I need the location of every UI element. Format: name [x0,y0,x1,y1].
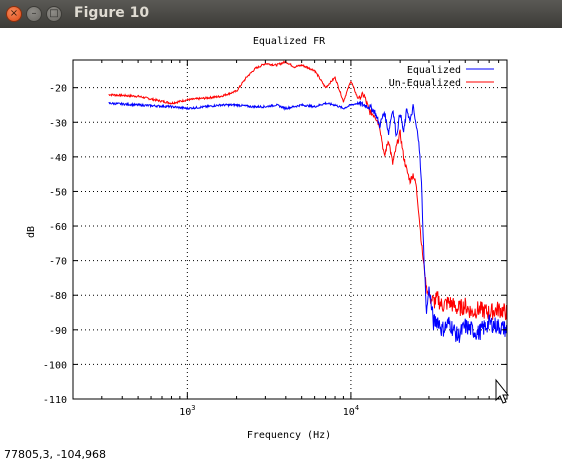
y-tick-label: -60 [49,222,67,233]
window-titlebar: × – □ Figure 10 [0,0,562,29]
y-tick-label: -20 [49,84,67,95]
x-axis-label: Frequency (Hz) [247,430,331,441]
y-tick-label: -100 [43,360,67,371]
window-title: Figure 10 [74,5,150,21]
minimize-window-button[interactable]: – [26,6,42,22]
figure-plot[interactable]: Equalized FR -20 -30 -40 -50 -60 -70 -80 -90 -10… [0,28,562,446]
maximize-icon: □ [49,8,59,19]
series-line-un-equalized [108,60,508,321]
series-line-equalized [108,100,508,343]
maximize-window-button[interactable]: □ [46,6,62,22]
close-window-button[interactable]: × [6,6,22,22]
y-axis-label: dB [26,226,37,238]
close-icon: × [9,8,19,19]
plot-frame [72,59,508,400]
legend-label-equalized: Equalized [407,65,461,76]
ticks: -20 -30 -40 -50 -60 -70 -80 -90 -100 -110 103 104 [43,60,508,418]
y-tick-label: -90 [49,326,67,337]
status-bar: 77805,3, -104,968 [0,446,562,462]
x-tick-label: 103 [179,404,195,418]
x-tick-label: 104 [343,404,359,418]
y-tick-label: -70 [49,257,67,268]
plot-canvas[interactable]: Equalized FR -20 -30 -40 -50 -60 -70 -80 -90 -10… [0,28,562,446]
cursor-coordinates: 77805,3, -104,968 [4,448,106,461]
y-tick-label: -50 [49,187,67,198]
y-tick-label: -110 [43,395,67,406]
chart-title: Equalized FR [253,36,326,47]
minimize-icon: – [31,8,37,19]
y-tick-label: -30 [49,118,67,129]
series-group [108,60,508,343]
legend: Equalized Un-Equalized [389,65,494,89]
mouse-pointer-icon [495,378,510,404]
y-tick-label: -40 [49,153,67,164]
y-tick-label: -80 [49,291,67,302]
legend-label-un-equalized: Un-Equalized [389,78,461,89]
grid [73,60,507,399]
